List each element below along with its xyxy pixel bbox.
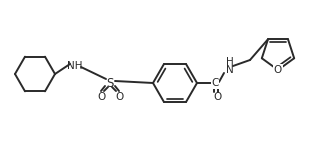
Text: C: C [211,78,219,88]
Text: S: S [106,77,114,90]
Text: O: O [274,65,282,75]
Text: O: O [97,92,105,102]
Text: H: H [226,57,234,67]
Text: O: O [115,92,123,102]
Text: O: O [213,92,221,102]
Text: NH: NH [67,61,83,71]
Text: N: N [226,65,234,75]
